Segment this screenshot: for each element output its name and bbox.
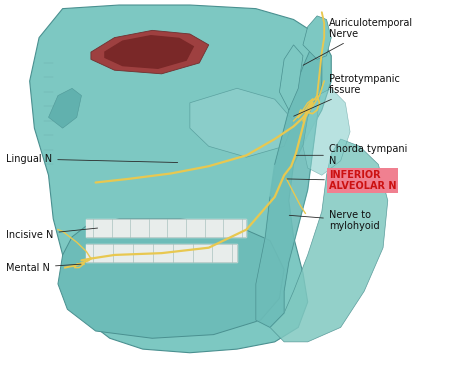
Polygon shape (30, 5, 331, 353)
Polygon shape (58, 219, 284, 338)
Text: Incisive N: Incisive N (6, 228, 98, 240)
Text: Petrotympanic
fissure: Petrotympanic fissure (294, 74, 400, 116)
Polygon shape (303, 88, 350, 175)
Polygon shape (86, 244, 237, 262)
Polygon shape (303, 16, 331, 59)
Polygon shape (48, 88, 82, 128)
Text: Nerve to
mylohyoid: Nerve to mylohyoid (289, 210, 380, 231)
Polygon shape (190, 88, 293, 157)
Polygon shape (91, 30, 209, 74)
Text: Mental N: Mental N (6, 263, 81, 273)
Text: Auriculotemporal
Nerve: Auriculotemporal Nerve (303, 18, 413, 65)
Polygon shape (270, 139, 388, 342)
Text: Lingual N: Lingual N (6, 154, 178, 164)
Polygon shape (86, 219, 246, 237)
Text: Chorda tympani
N: Chorda tympani N (296, 145, 407, 166)
Polygon shape (105, 36, 193, 68)
Polygon shape (256, 45, 322, 327)
Text: INFERIOR
ALVEOLAR N: INFERIOR ALVEOLAR N (287, 170, 396, 191)
Polygon shape (279, 45, 303, 110)
